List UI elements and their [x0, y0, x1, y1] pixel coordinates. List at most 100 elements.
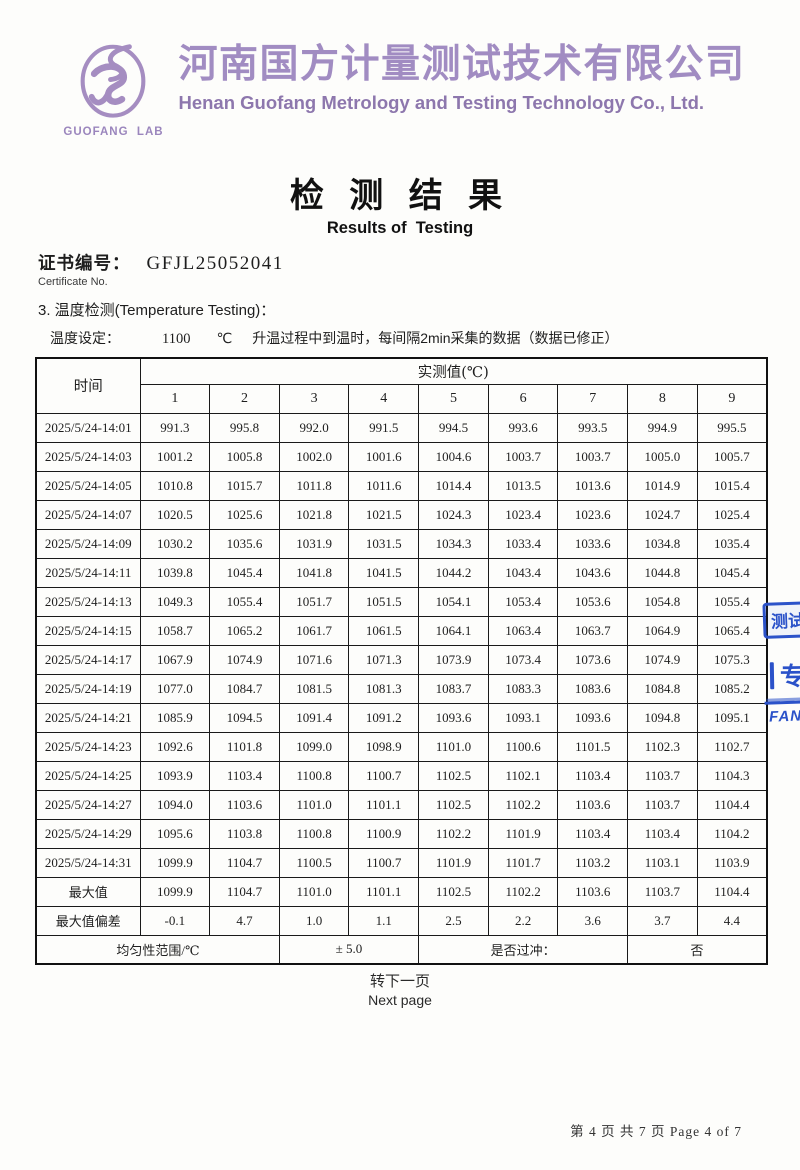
value-cell: 1101.0	[278, 789, 350, 820]
value-cell: 1103.1	[627, 847, 698, 878]
value-cell: 1103.7	[627, 876, 698, 907]
value-cell: 1103.8	[209, 818, 280, 849]
channel-header: 5	[418, 383, 489, 414]
value-cell: 1085.9	[139, 702, 211, 733]
table-row: 2025/5/24-14:29 1095.6 1103.8 1100.8 1100.9 1…	[35, 818, 768, 849]
value-cell: 1034.3	[418, 528, 489, 559]
value-cell: 1101.8	[209, 731, 280, 762]
value-cell: 1100.6	[487, 731, 559, 762]
table-row: 2025/5/24-14:19 1077.0 1084.7 1081.5 1081.3 1…	[35, 673, 768, 704]
channel-header: 1	[139, 383, 211, 414]
stamp-text: FAN	[768, 707, 800, 726]
value-cell: 1058.7	[139, 615, 211, 646]
value-cell: 1035.4	[696, 528, 768, 559]
value-cell: 1104.2	[696, 818, 768, 849]
measurement-tbody: 2025/5/24-14:01 991.3 995.8 992.0 991.5 994.5…	[35, 412, 768, 936]
scanned-certificate-page: { "header": { "logo_caption": "GUOFANG L…	[0, 40, 800, 1170]
value-cell: 1093.6	[418, 702, 489, 733]
channel-header: 7	[557, 383, 629, 414]
value-cell: 1039.8	[139, 557, 211, 588]
value-cell: 993.5	[557, 412, 629, 443]
guofang-swan-logo-icon	[81, 44, 146, 118]
value-cell: 1055.4	[696, 586, 768, 617]
value-cell: 1073.6	[557, 644, 629, 675]
logo-caption: GUOFANG LAB	[63, 126, 164, 138]
value-cell: 1104.4	[696, 789, 768, 820]
value-cell: 1045.4	[209, 557, 280, 588]
value-cell: 1075.3	[696, 644, 768, 675]
value-cell: 1102.2	[487, 876, 559, 907]
value-cell: 1092.6	[139, 731, 211, 762]
value-cell: 1103.6	[557, 789, 629, 820]
value-cell: 1099.0	[278, 731, 350, 762]
value-cell: 1014.4	[418, 470, 489, 501]
setting-label: 温度设定：	[50, 330, 120, 346]
value-cell: 1054.8	[627, 586, 698, 617]
overshoot-label: 是否过冲：	[418, 934, 629, 965]
value-cell: 1101.9	[487, 818, 559, 849]
value-cell: 1044.8	[627, 557, 698, 588]
value-cell: 1067.9	[139, 644, 211, 675]
row-label: 2025/5/24-14:01	[35, 412, 141, 443]
value-cell: 1033.4	[487, 528, 559, 559]
table-row: 2025/5/24-14:01 991.3 995.8 992.0 991.5 994.5…	[35, 412, 768, 443]
document-title: 检 测 结 果 Results of Testing	[0, 168, 800, 238]
value-cell: 1093.9	[139, 760, 211, 791]
table-row: 2025/5/24-14:05 1010.8 1015.7 1011.8 1011.6 1…	[35, 470, 768, 501]
value-cell: 1101.7	[487, 847, 559, 878]
value-cell: 1100.7	[348, 847, 420, 878]
time-column-header: 时间	[35, 357, 141, 414]
value-cell: 995.5	[696, 412, 768, 443]
value-cell: 1013.6	[557, 470, 629, 501]
value-cell: 1101.1	[348, 789, 420, 820]
value-cell: 1103.9	[696, 847, 768, 878]
value-cell: 1100.8	[278, 760, 350, 791]
table-row: 2025/5/24-14:09 1030.2 1035.6 1031.9 1031.5 1…	[35, 528, 768, 559]
value-cell: 1005.7	[696, 441, 768, 472]
value-cell: 1041.8	[278, 557, 350, 588]
value-cell: 1041.5	[348, 557, 420, 588]
next-page-cn: 转下一页	[369, 972, 430, 990]
value-cell: 1102.5	[418, 760, 489, 791]
row-label: 2025/5/24-14:05	[35, 470, 141, 501]
channel-header: 8	[627, 383, 698, 414]
value-cell: 1103.6	[209, 789, 280, 820]
value-cell: 1101.1	[348, 876, 420, 907]
value-cell: 994.9	[627, 412, 698, 443]
value-cell: 1061.7	[278, 615, 350, 646]
value-cell: 1083.7	[418, 673, 489, 704]
value-cell: 1051.5	[348, 586, 420, 617]
value-cell: 4.7	[209, 905, 280, 936]
company-logo: GUOFANG LAB	[54, 40, 172, 138]
value-cell: 1084.8	[627, 673, 698, 704]
row-label: 最大值	[35, 876, 141, 907]
value-cell: 1053.6	[557, 586, 629, 617]
stamp-fragment-ceshi: 测试	[762, 601, 800, 639]
value-cell: 1003.7	[487, 441, 559, 472]
value-cell: 1102.2	[487, 789, 559, 820]
value-cell: 1064.1	[418, 615, 489, 646]
table-row: 2025/5/24-14:07 1020.5 1025.6 1021.8 1021.5 1…	[35, 499, 768, 530]
row-label: 2025/5/24-14:15	[35, 615, 141, 646]
value-cell: 1063.4	[487, 615, 559, 646]
value-cell: 1102.3	[627, 731, 698, 762]
stamp-text: 专	[779, 661, 800, 692]
value-cell: 1101.5	[557, 731, 629, 762]
table-row: 2025/5/24-14:31 1099.9 1104.7 1100.5 1100.7 1…	[35, 847, 768, 878]
value-cell: 1033.6	[557, 528, 629, 559]
value-cell: 1094.8	[627, 702, 698, 733]
value-cell: 1049.3	[139, 586, 211, 617]
certificate-label-cn: 证书编号：	[38, 253, 131, 273]
table-row: 2025/5/24-14:21 1085.9 1094.5 1091.4 1091.2 1…	[35, 702, 768, 733]
row-label: 2025/5/24-14:25	[35, 760, 141, 791]
table-row: 2025/5/24-14:15 1058.7 1065.2 1061.7 1061.5 1…	[35, 615, 768, 646]
value-cell: 1081.5	[278, 673, 350, 704]
value-cell: 1094.5	[209, 702, 280, 733]
value-cell: 995.8	[209, 412, 280, 443]
table-header-row-1: 时间 实测值(℃)	[35, 357, 768, 414]
company-names: 河南国方计量测试技术有限公司 Henan Guofang Metrology a…	[178, 40, 745, 114]
value-cell: 1015.4	[696, 470, 768, 501]
value-cell: 1023.4	[487, 499, 559, 530]
setting-description: 升温过程中到温时，每间隔2min采集的数据（数据已修正）	[252, 330, 619, 346]
value-cell: 1035.6	[209, 528, 280, 559]
